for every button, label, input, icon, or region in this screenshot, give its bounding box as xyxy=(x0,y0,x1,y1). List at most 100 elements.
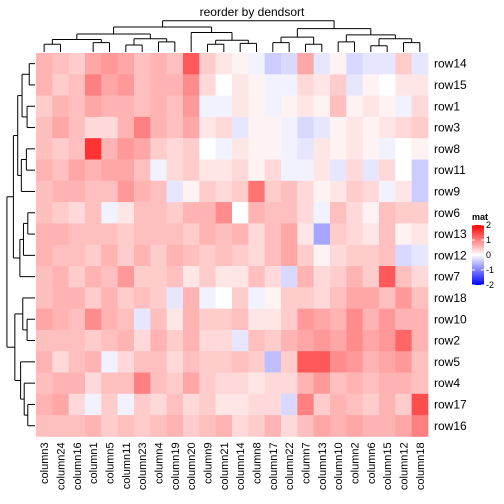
heatmap-cell xyxy=(68,329,86,352)
heatmap-cell xyxy=(395,53,413,75)
heatmap-cell xyxy=(411,138,429,160)
heatmap-cell xyxy=(281,329,298,352)
heatmap-cell xyxy=(52,223,70,246)
heatmap-cell xyxy=(232,74,249,96)
heatmap-cell xyxy=(215,159,233,182)
heatmap-cell xyxy=(166,308,184,331)
heatmap-cell xyxy=(85,266,102,288)
heatmap-cell xyxy=(378,138,396,160)
heatmap-cell xyxy=(150,393,168,416)
row-label: row3 xyxy=(434,121,460,135)
heatmap-cell xyxy=(36,74,53,96)
row-label: row8 xyxy=(434,142,460,156)
heatmap-cell xyxy=(215,351,233,373)
heatmap-cell xyxy=(36,53,53,75)
heatmap-cell xyxy=(362,180,380,203)
heatmap-cell xyxy=(232,116,249,139)
heatmap-cell xyxy=(362,351,380,373)
heatmap-cell xyxy=(199,266,217,288)
heatmap-cell xyxy=(85,329,102,352)
legend-ticks: 2 1 0 -1 -2 xyxy=(472,220,494,290)
color-legend: mat 2 1 0 -1 -2 xyxy=(472,212,494,290)
heatmap-cell xyxy=(297,223,315,246)
heatmap-cell xyxy=(264,266,282,288)
heatmap-cell xyxy=(52,415,70,437)
heatmap-cell xyxy=(346,415,364,437)
heatmap-cell xyxy=(199,287,217,309)
heatmap-cell xyxy=(329,244,347,267)
heatmap-cell xyxy=(313,415,331,437)
heatmap-cell xyxy=(101,244,119,267)
heatmap-cell xyxy=(395,393,413,416)
heatmap-cell xyxy=(68,74,86,96)
column-label: column13 xyxy=(317,442,329,490)
heatmap-cell xyxy=(395,138,413,160)
heatmap-cell xyxy=(68,223,86,246)
heatmap-cell xyxy=(248,159,266,182)
heatmap-cell xyxy=(117,223,135,246)
heatmap-cell xyxy=(281,372,298,395)
heatmap-cell xyxy=(150,202,168,224)
heatmap-cell xyxy=(166,372,184,395)
heatmap-cell xyxy=(346,74,364,96)
heatmap-cell xyxy=(248,74,266,96)
heatmap-cell xyxy=(346,202,364,224)
heatmap-cell xyxy=(248,329,266,352)
heatmap-cell xyxy=(297,393,315,416)
heatmap-cell xyxy=(346,53,364,75)
heatmap-cell xyxy=(85,308,102,331)
heatmap-cell xyxy=(395,287,413,309)
heatmap-cell xyxy=(248,308,266,331)
heatmap-cell xyxy=(68,372,86,395)
heatmap-cell xyxy=(395,116,413,139)
heatmap-cell xyxy=(297,287,315,309)
heatmap-cell xyxy=(183,223,200,246)
heatmap-cell xyxy=(411,287,429,309)
row-label: row9 xyxy=(434,185,460,199)
heatmap-cell xyxy=(329,53,347,75)
heatmap-cell xyxy=(85,351,102,373)
heatmap-cell xyxy=(134,393,151,416)
heatmap-cell xyxy=(52,244,70,267)
heatmap-cell xyxy=(183,415,200,437)
heatmap-cell xyxy=(52,372,70,395)
row-label: row5 xyxy=(434,355,460,369)
heatmap-cell xyxy=(281,202,298,224)
heatmap-cell xyxy=(68,287,86,309)
heatmap-cell xyxy=(232,53,249,75)
heatmap-cell xyxy=(264,180,282,203)
heatmap-cell xyxy=(117,244,135,267)
heatmap-cell xyxy=(378,159,396,182)
heatmap-cell xyxy=(297,138,315,160)
heatmap-cell xyxy=(215,372,233,395)
heatmap-cell xyxy=(183,308,200,331)
heatmap-cell xyxy=(215,308,233,331)
column-label: column7 xyxy=(301,442,313,484)
heatmap-cell xyxy=(297,53,315,75)
heatmap-cell xyxy=(297,266,315,288)
heatmap-cell xyxy=(248,180,266,203)
heatmap-cell xyxy=(346,159,364,182)
heatmap-cell xyxy=(166,393,184,416)
heatmap-cell xyxy=(52,74,70,96)
heatmap-cell xyxy=(134,116,151,139)
heatmap-cell xyxy=(281,53,298,75)
column-label: column12 xyxy=(399,442,411,490)
row-label: row15 xyxy=(434,78,467,92)
heatmap-cell xyxy=(411,244,429,267)
heatmap-cell xyxy=(101,287,119,309)
legend-tick-label: 1 xyxy=(486,235,491,245)
heatmap-cell xyxy=(36,223,53,246)
heatmap-cell xyxy=(329,351,347,373)
heatmap-cell xyxy=(117,351,135,373)
heatmap-cell xyxy=(232,202,249,224)
heatmap-cell xyxy=(297,116,315,139)
heatmap-cell xyxy=(68,266,86,288)
heatmap-cell xyxy=(36,329,53,352)
heatmap-cell xyxy=(199,53,217,75)
heatmap-cell xyxy=(36,116,53,139)
heatmap-cell xyxy=(166,351,184,373)
column-label: column15 xyxy=(382,442,394,490)
heatmap-cell xyxy=(183,138,200,160)
